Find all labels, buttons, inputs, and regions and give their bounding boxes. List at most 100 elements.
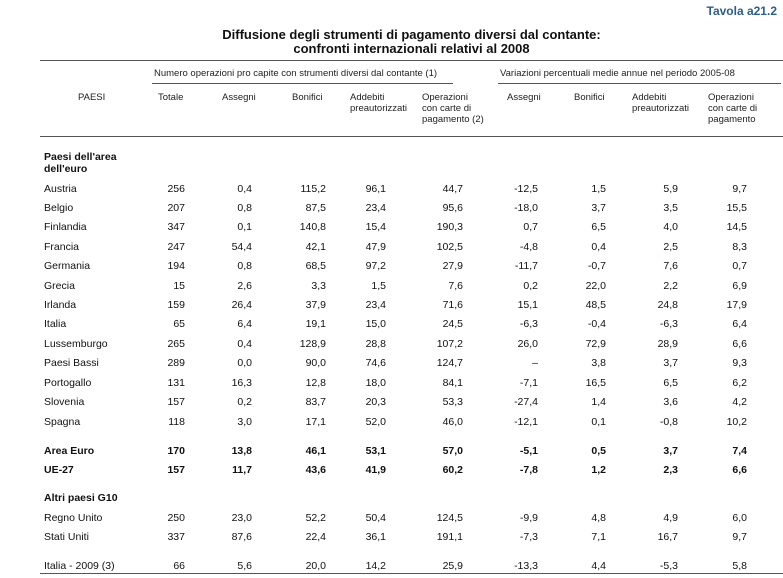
cell-var-operazioni: 6,2 <box>732 377 747 389</box>
cell-assegni: 11,7 <box>232 464 252 476</box>
cell-country: Stati Uniti <box>44 531 89 543</box>
table-number: Tavola a21.2 <box>706 4 778 18</box>
cell-totale: 157 <box>167 464 185 476</box>
cell-country: Regno Unito <box>44 512 103 524</box>
cell-var-assegni: -7,3 <box>519 531 538 543</box>
cell-addebiti: 1,5 <box>371 280 386 292</box>
group-rule-2 <box>498 83 781 84</box>
table-row: Spagna 118 3,0 17,1 52,0 46,0 -12,1 0,1 -0,8 10,2 <box>40 416 783 434</box>
cell-var-assegni: -9,9 <box>519 512 538 524</box>
header-operazioni-line2: con carte di <box>422 103 472 114</box>
cell-assegni: 0,8 <box>237 260 252 272</box>
cell-var-bonifici: 0,1 <box>591 416 606 428</box>
cell-bonifici: 90,0 <box>305 357 326 369</box>
cell-operazioni: 44,7 <box>442 183 463 195</box>
cell-var-bonifici: 3,8 <box>591 357 606 369</box>
cell-assegni: 0,4 <box>237 338 252 350</box>
header-bonifici: Bonifici <box>292 92 323 103</box>
cell-bonifici: 42,1 <box>305 241 326 253</box>
cell-operazioni: 71,6 <box>442 299 463 311</box>
cell-var-assegni: 0,2 <box>523 280 538 292</box>
table-row: Germania 194 0,8 68,5 97,2 27,9 -11,7 -0,7 7,6 0,… <box>40 260 783 278</box>
cell-addebiti: 36,1 <box>365 531 386 543</box>
cell-addebiti: 23,4 <box>365 299 386 311</box>
cell-totale: 256 <box>167 183 185 195</box>
table-row: Lussemburgo 265 0,4 128,9 28,8 107,2 26,0 72,9 2… <box>40 338 783 356</box>
cell-totale: 170 <box>167 445 185 457</box>
header-operazioni: Operazioni con carte di pagamento (2) <box>422 92 484 125</box>
cell-totale: 131 <box>167 377 185 389</box>
cell-totale: 15 <box>173 280 185 292</box>
header-var-assegni: Assegni <box>507 92 541 103</box>
cell-var-assegni: -27,4 <box>514 396 538 408</box>
cell-bonifici: 83,7 <box>305 396 326 408</box>
cell-country: Spagna <box>44 416 81 428</box>
cell-totale: 337 <box>167 531 185 543</box>
cell-bonifici: 20,0 <box>305 560 326 572</box>
table-row: Stati Uniti 337 87,6 22,4 36,1 191,1 -7,3 7,1 16… <box>40 531 783 549</box>
cell-var-bonifici: 7,1 <box>591 531 606 543</box>
cell-assegni: 16,3 <box>231 377 252 389</box>
table-row: Austria 256 0,4 115,2 96,1 44,7 -12,5 1,5 5,9 9,7 <box>40 183 783 201</box>
cell-assegni: 0,8 <box>237 202 252 214</box>
cell-country: Italia <box>44 318 67 330</box>
cell-operazioni: 25,9 <box>442 560 463 572</box>
cell-assegni: 0,4 <box>237 183 252 195</box>
cell-operazioni: 190,3 <box>436 221 463 233</box>
cell-country: Irlanda <box>44 299 77 311</box>
header-assegni: Assegni <box>222 92 256 103</box>
cell-totale: 194 <box>167 260 185 272</box>
header-operazioni-line1: Operazioni <box>422 92 468 103</box>
section-euro-area-line2: dell'euro <box>44 163 88 175</box>
cell-var-operazioni: 10,2 <box>726 416 747 428</box>
cell-country: Area Euro <box>44 445 95 457</box>
table-row: Francia 247 54,4 42,1 47,9 102,5 -4,8 0,4 2,5 8,3 <box>40 241 783 259</box>
cell-var-addebiti: 2,3 <box>663 464 678 476</box>
title-line-2: confronti internazionali relativi al 200… <box>293 41 530 56</box>
cell-var-addebiti: 24,8 <box>657 299 678 311</box>
cell-var-addebiti: 7,6 <box>663 260 678 272</box>
cell-bonifici: 19,1 <box>305 318 326 330</box>
header-operazioni-line3: pagamento (2) <box>422 114 484 125</box>
cell-addebiti: 52,0 <box>365 416 386 428</box>
cell-bonifici: 17,1 <box>305 416 326 428</box>
table-row: Area Euro 170 13,8 46,1 53,1 57,0 -5,1 0,5 3,7 7,… <box>40 445 783 463</box>
cell-country: UE-27 <box>44 464 74 476</box>
cell-var-operazioni: 4,2 <box>732 396 747 408</box>
header-paesi: PAESI <box>78 92 106 103</box>
cell-bonifici: 128,9 <box>299 338 326 350</box>
title-line-1: Diffusione degli strumenti di pagamento … <box>222 27 601 42</box>
cell-assegni: 23,0 <box>231 512 252 524</box>
cell-country: Francia <box>44 241 80 253</box>
cell-addebiti: 15,4 <box>365 221 386 233</box>
cell-var-operazioni: 9,7 <box>732 531 747 543</box>
cell-var-addebiti: -5,3 <box>659 560 678 572</box>
cell-addebiti: 47,9 <box>365 241 386 253</box>
cell-addebiti: 20,3 <box>365 396 386 408</box>
header-var-operazioni-line1: Operazioni <box>708 92 754 103</box>
cell-bonifici: 12,8 <box>305 377 326 389</box>
cell-operazioni: 7,6 <box>448 280 463 292</box>
header-var-addebiti-line1: Addebiti <box>632 92 667 103</box>
cell-var-bonifici: 0,5 <box>591 445 606 457</box>
cell-var-operazioni: 5,8 <box>732 560 747 572</box>
cell-totale: 207 <box>167 202 185 214</box>
cell-bonifici: 115,2 <box>300 183 327 195</box>
cell-addebiti: 28,8 <box>365 338 386 350</box>
cell-country: Lussemburgo <box>44 338 108 350</box>
cell-operazioni: 191,1 <box>436 531 463 543</box>
table-row: Belgio 207 0,8 87,5 23,4 95,6 -18,0 3,7 3,5 15,5 <box>40 202 783 220</box>
group-header-operations: Numero operazioni pro capite con strumen… <box>154 68 438 79</box>
header-var-addebiti-line2: preautorizzati <box>632 103 690 114</box>
header-var-bonifici: Bonifici <box>574 92 605 103</box>
cell-totale: 247 <box>167 241 185 253</box>
cell-addebiti: 53,1 <box>365 445 386 457</box>
header-totale: Totale <box>158 92 184 103</box>
cell-var-assegni: -13,3 <box>514 560 538 572</box>
bottom-rule <box>40 573 783 574</box>
cell-var-addebiti: 28,9 <box>657 338 678 350</box>
table-title: Diffusione degli strumenti di pagamento … <box>40 28 783 56</box>
cell-var-assegni: -12,1 <box>514 416 538 428</box>
cell-var-bonifici: 0,4 <box>591 241 606 253</box>
cell-operazioni: 57,0 <box>442 445 463 457</box>
